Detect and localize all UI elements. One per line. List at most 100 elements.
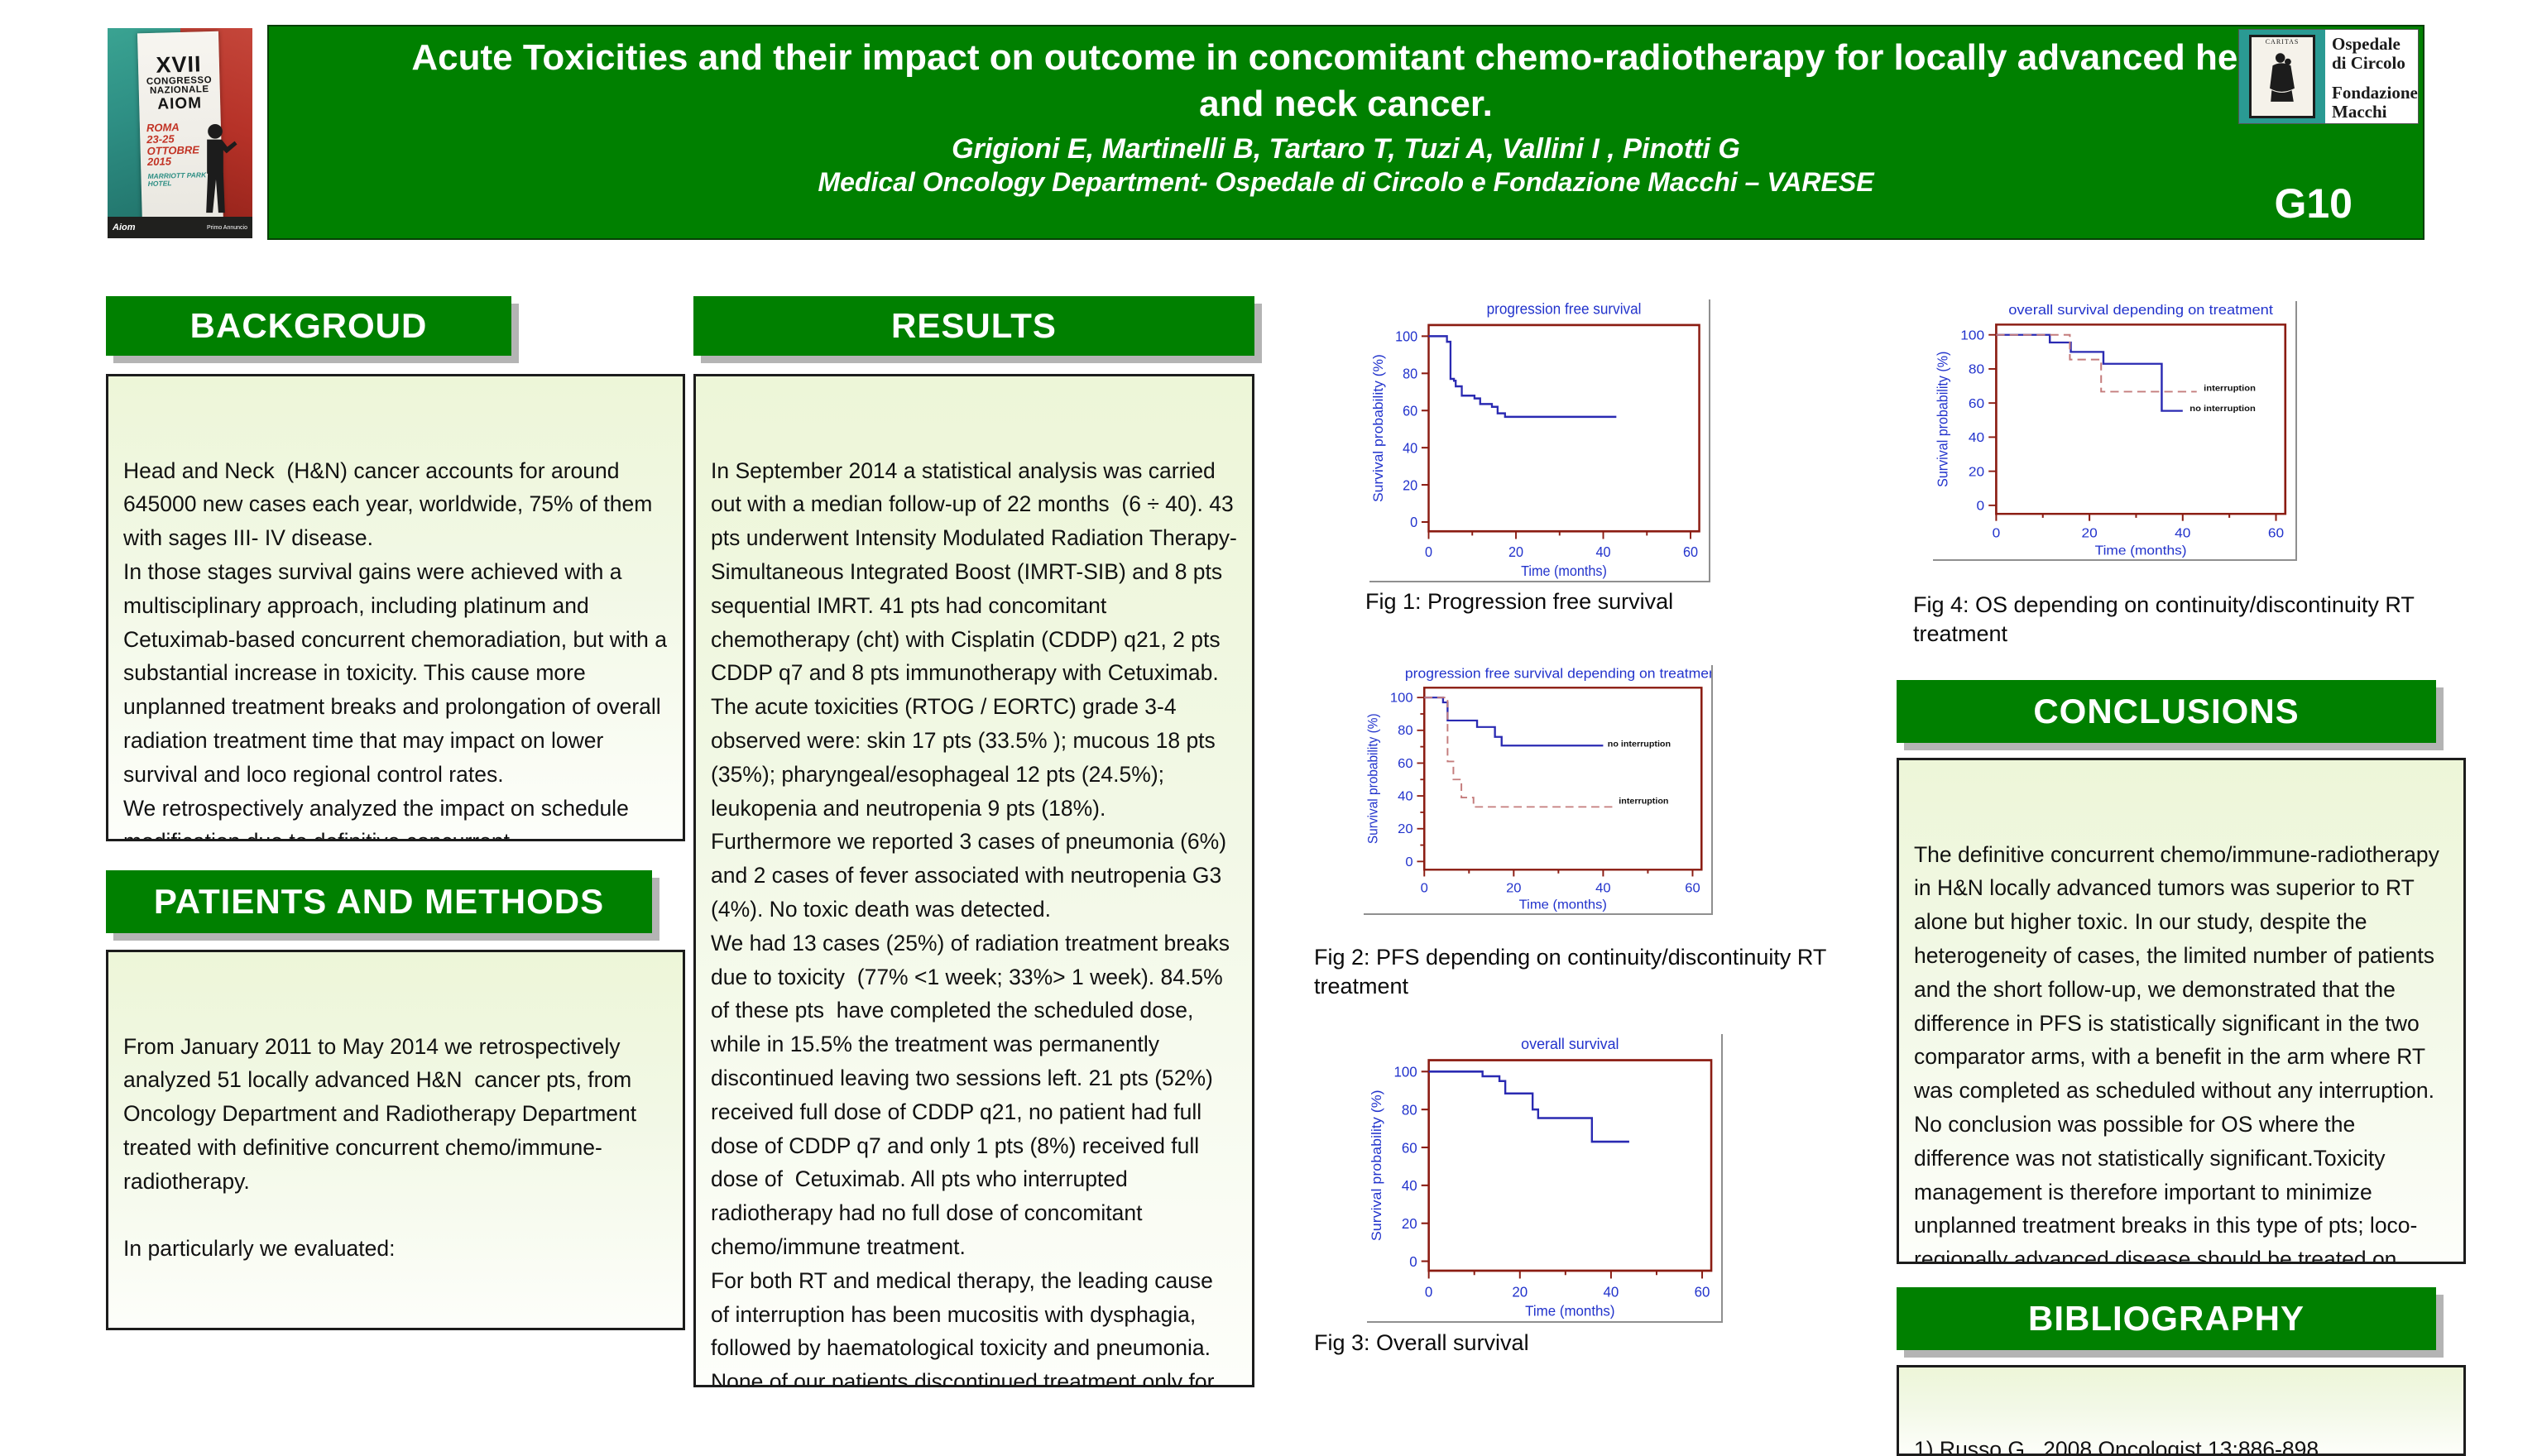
- section-header-methods: PATIENTS AND METHODS: [106, 870, 652, 933]
- svg-text:40: 40: [1398, 789, 1413, 803]
- svg-text:60: 60: [1685, 881, 1700, 895]
- svg-text:0: 0: [1993, 525, 2001, 540]
- svg-text:60: 60: [1402, 1139, 1417, 1157]
- fig1-km-plot: progression free survival 0 20 40 60 0 20 40 60 8…: [1371, 300, 1700, 579]
- svg-text:100: 100: [1395, 328, 1417, 345]
- hospital-logo: CARITAS Ospedale di Circolo Fondazione M…: [2238, 29, 2419, 124]
- conclusions-text-box: The definitive concurrent chemo/immune-r…: [1897, 758, 2466, 1264]
- svg-text:0: 0: [1977, 498, 1985, 513]
- chart-title: overall survival depending on treatment: [2008, 302, 2273, 318]
- plot-border: [1427, 323, 1700, 533]
- km-curve-no-interruption: [1424, 697, 1604, 747]
- series-label: interruption: [2204, 384, 2256, 394]
- svg-text:0: 0: [1409, 1252, 1417, 1270]
- emblem-figure-icon: [2270, 52, 2295, 102]
- svg-text:20: 20: [2081, 525, 2097, 540]
- fig3-caption: Fig 3: Overall survival: [1314, 1330, 1529, 1355]
- fig1-caption: Fig 1: Progression free survival: [1365, 589, 1674, 614]
- background-text-box: Head and Neck (H&N) cancer accounts for …: [106, 374, 685, 841]
- bibliography-list: 1) Russo G., 2008 Oncologist 13:886-8982…: [1914, 1434, 2448, 1456]
- fig1-chart: progression free survival 0 20 40 60 0 20 40 60 8…: [1369, 299, 1710, 582]
- methods-text-box: From January 2011 to May 2014 we retrosp…: [106, 950, 685, 1330]
- series-label: interruption: [1619, 797, 1668, 807]
- poster-footer-strip: Aiom Primo Annuncio: [108, 217, 252, 238]
- background-body: Head and Neck (H&N) cancer accounts for …: [123, 457, 667, 839]
- svg-text:20: 20: [1403, 477, 1417, 494]
- fig4-caption: Fig 4: OS depending on continuity/discon…: [1913, 592, 2415, 647]
- y-axis-label: Survival probability (%): [1368, 1090, 1384, 1241]
- fig3-chart: overall survival 0 20 40 60 0 20 40 60 80 100 Time …: [1367, 1034, 1723, 1323]
- fig3-km-plot: overall survival 0 20 40 60 0 20 40 60 80 100 Time …: [1368, 1034, 1713, 1320]
- svg-text:40: 40: [2175, 525, 2190, 540]
- svg-text:20: 20: [1398, 822, 1413, 836]
- x-axis-label: Time (months): [1519, 898, 1607, 912]
- svg-text:80: 80: [1969, 362, 1984, 376]
- svg-text:40: 40: [1595, 881, 1611, 895]
- svg-text:40: 40: [1595, 544, 1610, 561]
- km-curve-interruption: [1996, 333, 2197, 393]
- hospital-name: Ospedale di Circolo Fondazione Macchi: [2332, 34, 2418, 122]
- series-label: no interruption: [2189, 404, 2256, 414]
- results-text-box: In September 2014 a statistical analysis…: [693, 374, 1254, 1387]
- svg-text:60: 60: [1695, 1283, 1710, 1300]
- x-axis-label: Time (months): [1525, 1302, 1614, 1320]
- congress-title: XVII CONGRESSO NAZIONALE AIOM: [137, 51, 220, 113]
- svg-text:60: 60: [2268, 525, 2284, 540]
- poster-code-badge: G10: [2274, 180, 2353, 227]
- svg-text:60: 60: [1683, 544, 1698, 561]
- svg-text:40: 40: [1604, 1283, 1619, 1300]
- chart-title: overall survival: [1521, 1034, 1619, 1052]
- fig2-km-plot: progression free survival depending on t…: [1365, 666, 1711, 912]
- painter-silhouette-icon: [206, 124, 237, 213]
- emblem-caption: CARITAS: [2265, 38, 2300, 46]
- svg-text:0: 0: [1425, 544, 1432, 561]
- chart-title: progression free survival: [1487, 300, 1642, 318]
- svg-text:20: 20: [1969, 464, 1984, 479]
- svg-text:20: 20: [1506, 881, 1522, 895]
- y-axis-label: Survival probability (%): [1365, 713, 1381, 844]
- fig2-caption: Fig 2: PFS depending on continuity/disco…: [1314, 945, 1826, 999]
- svg-text:40: 40: [1969, 430, 1984, 445]
- x-axis-label: Time (months): [2095, 543, 2187, 558]
- aiom-logo: Aiom: [113, 223, 136, 232]
- section-header-bibliography: BIBLIOGRAPHY: [1897, 1287, 2436, 1350]
- km-curve-all-patients: [1428, 335, 1617, 419]
- poster-title: Acute Toxicities and their impact on out…: [411, 37, 2281, 125]
- fig4-chart: overall survival depending on treatment 0…: [1933, 301, 2297, 561]
- km-curve-all-patients: [1428, 1070, 1629, 1143]
- km-curve-no-interruption: [1996, 333, 2183, 412]
- bibliography-text-box: 1) Russo G., 2008 Oncologist 13:886-8982…: [1897, 1365, 2466, 1456]
- y-axis-label: Survival probability (%): [1935, 352, 1951, 487]
- svg-text:60: 60: [1969, 395, 1984, 410]
- svg-text:40: 40: [1402, 1177, 1417, 1195]
- results-body: In September 2014 a statistical analysis…: [711, 457, 1237, 1387]
- methods-body: From January 2011 to May 2014 we retrosp…: [123, 1033, 637, 1262]
- svg-text:20: 20: [1508, 544, 1523, 561]
- svg-text:100: 100: [1390, 691, 1413, 705]
- svg-text:100: 100: [1394, 1063, 1417, 1080]
- congress-poster-image: XVII CONGRESSO NAZIONALE AIOM ROMA 23-25…: [108, 28, 252, 238]
- chart-title: progression free survival depending on t…: [1405, 666, 1711, 681]
- poster-authors: Grigioni E, Martinelli B, Tartaro T, Tuz…: [952, 132, 1740, 165]
- poster-affiliation: Medical Oncology Department- Ospedale di…: [818, 166, 1874, 197]
- svg-text:80: 80: [1403, 366, 1417, 382]
- series-label: no interruption: [1608, 740, 1671, 750]
- svg-text:100: 100: [1960, 328, 1984, 342]
- svg-text:0: 0: [1421, 881, 1428, 895]
- x-axis-label: Time (months): [1521, 563, 1607, 579]
- section-header-background: BACKGROUD: [106, 296, 511, 356]
- svg-text:60: 60: [1403, 403, 1417, 419]
- bibliography-item: 1) Russo G., 2008 Oncologist 13:886-898: [1914, 1437, 2319, 1456]
- km-curve-interruption: [1424, 697, 1617, 808]
- svg-text:60: 60: [1398, 756, 1413, 770]
- plot-border: [1427, 1059, 1713, 1272]
- svg-text:0: 0: [1405, 855, 1412, 869]
- svg-text:0: 0: [1425, 1283, 1432, 1300]
- svg-text:40: 40: [1403, 440, 1417, 457]
- svg-text:80: 80: [1402, 1101, 1417, 1118]
- congress-edition: XVII: [155, 51, 202, 78]
- svg-text:20: 20: [1512, 1283, 1528, 1300]
- hospital-emblem-icon: CARITAS: [2239, 30, 2325, 123]
- fig4-km-plot: overall survival depending on treatment 0…: [1935, 302, 2287, 558]
- svg-text:0: 0: [1410, 515, 1417, 531]
